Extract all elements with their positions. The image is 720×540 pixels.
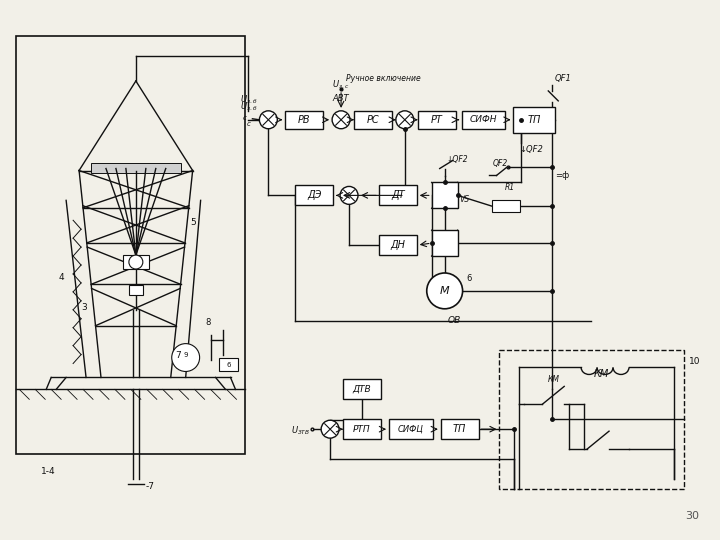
Bar xyxy=(343,380,381,400)
Text: 8: 8 xyxy=(206,318,211,327)
Text: VS: VS xyxy=(459,195,469,204)
Text: с: с xyxy=(246,121,251,127)
Text: 6: 6 xyxy=(226,361,230,368)
Text: ДН: ДН xyxy=(390,240,405,250)
Text: ТП: ТП xyxy=(453,424,467,434)
Bar xyxy=(379,235,417,255)
Text: ТП: ТП xyxy=(528,115,541,125)
Text: 6: 6 xyxy=(467,274,472,283)
Circle shape xyxy=(172,343,199,372)
Bar xyxy=(129,285,143,295)
Text: R1: R1 xyxy=(505,184,515,192)
Circle shape xyxy=(396,111,414,129)
Bar xyxy=(432,183,458,208)
Text: Ручное включение: Ручное включение xyxy=(346,74,420,83)
Text: ДТВ: ДТВ xyxy=(353,385,372,394)
Circle shape xyxy=(321,420,339,438)
Text: 30: 30 xyxy=(685,511,698,521)
Text: ДЭ: ДЭ xyxy=(307,191,321,200)
Text: М: М xyxy=(440,286,449,296)
Text: 7: 7 xyxy=(176,350,181,360)
Text: 4: 4 xyxy=(58,273,64,282)
Text: $U_{з.с}$: $U_{з.с}$ xyxy=(333,78,350,91)
Text: QF2: QF2 xyxy=(492,159,508,167)
Text: ОВ: ОВ xyxy=(448,316,462,325)
Text: ↓QF2: ↓QF2 xyxy=(446,154,468,164)
Text: РТ: РТ xyxy=(431,115,443,125)
Text: СИФЦ: СИФЦ xyxy=(398,424,424,434)
Bar xyxy=(492,200,521,212)
Text: ↓QF2: ↓QF2 xyxy=(519,145,544,154)
Bar xyxy=(500,349,684,489)
Bar xyxy=(513,107,555,133)
Circle shape xyxy=(129,255,143,269)
Bar xyxy=(432,230,458,256)
Text: АВТ: АВТ xyxy=(333,94,349,103)
Bar xyxy=(17,36,246,454)
Bar xyxy=(389,419,433,439)
Text: КМ: КМ xyxy=(593,369,608,380)
Text: 9: 9 xyxy=(184,352,188,357)
Bar xyxy=(295,185,333,205)
Bar xyxy=(418,111,456,129)
Text: 1-4: 1-4 xyxy=(41,467,56,476)
Circle shape xyxy=(259,111,277,129)
Bar xyxy=(123,255,149,269)
Text: РВ: РВ xyxy=(298,115,310,125)
Circle shape xyxy=(340,186,358,204)
Bar xyxy=(462,111,505,129)
Text: ДТ: ДТ xyxy=(391,191,405,200)
Text: 5: 5 xyxy=(191,218,197,227)
Bar xyxy=(91,163,181,172)
Circle shape xyxy=(332,111,350,129)
Text: РС: РС xyxy=(366,115,379,125)
Bar xyxy=(343,419,381,439)
Bar xyxy=(441,419,479,439)
Text: $U_{з.б}$: $U_{з.б}$ xyxy=(240,93,257,106)
Text: РТП: РТП xyxy=(354,424,371,434)
Text: КМ: КМ xyxy=(548,375,560,384)
Text: 3: 3 xyxy=(81,303,87,312)
Circle shape xyxy=(427,273,463,309)
Bar xyxy=(219,357,238,372)
Text: $U_{з.б}$: $U_{з.б}$ xyxy=(240,100,257,113)
Bar xyxy=(354,111,392,129)
Text: с: с xyxy=(243,115,246,121)
Text: QF1: QF1 xyxy=(554,74,571,83)
Text: СИФН: СИФН xyxy=(469,115,498,124)
Text: 10: 10 xyxy=(689,357,701,366)
Bar xyxy=(285,111,323,129)
Bar xyxy=(379,185,417,205)
Text: -7: -7 xyxy=(146,482,155,491)
Text: $U_{ЗТВ}$: $U_{ЗТВ}$ xyxy=(291,425,310,437)
Text: =ф: =ф xyxy=(555,171,570,180)
